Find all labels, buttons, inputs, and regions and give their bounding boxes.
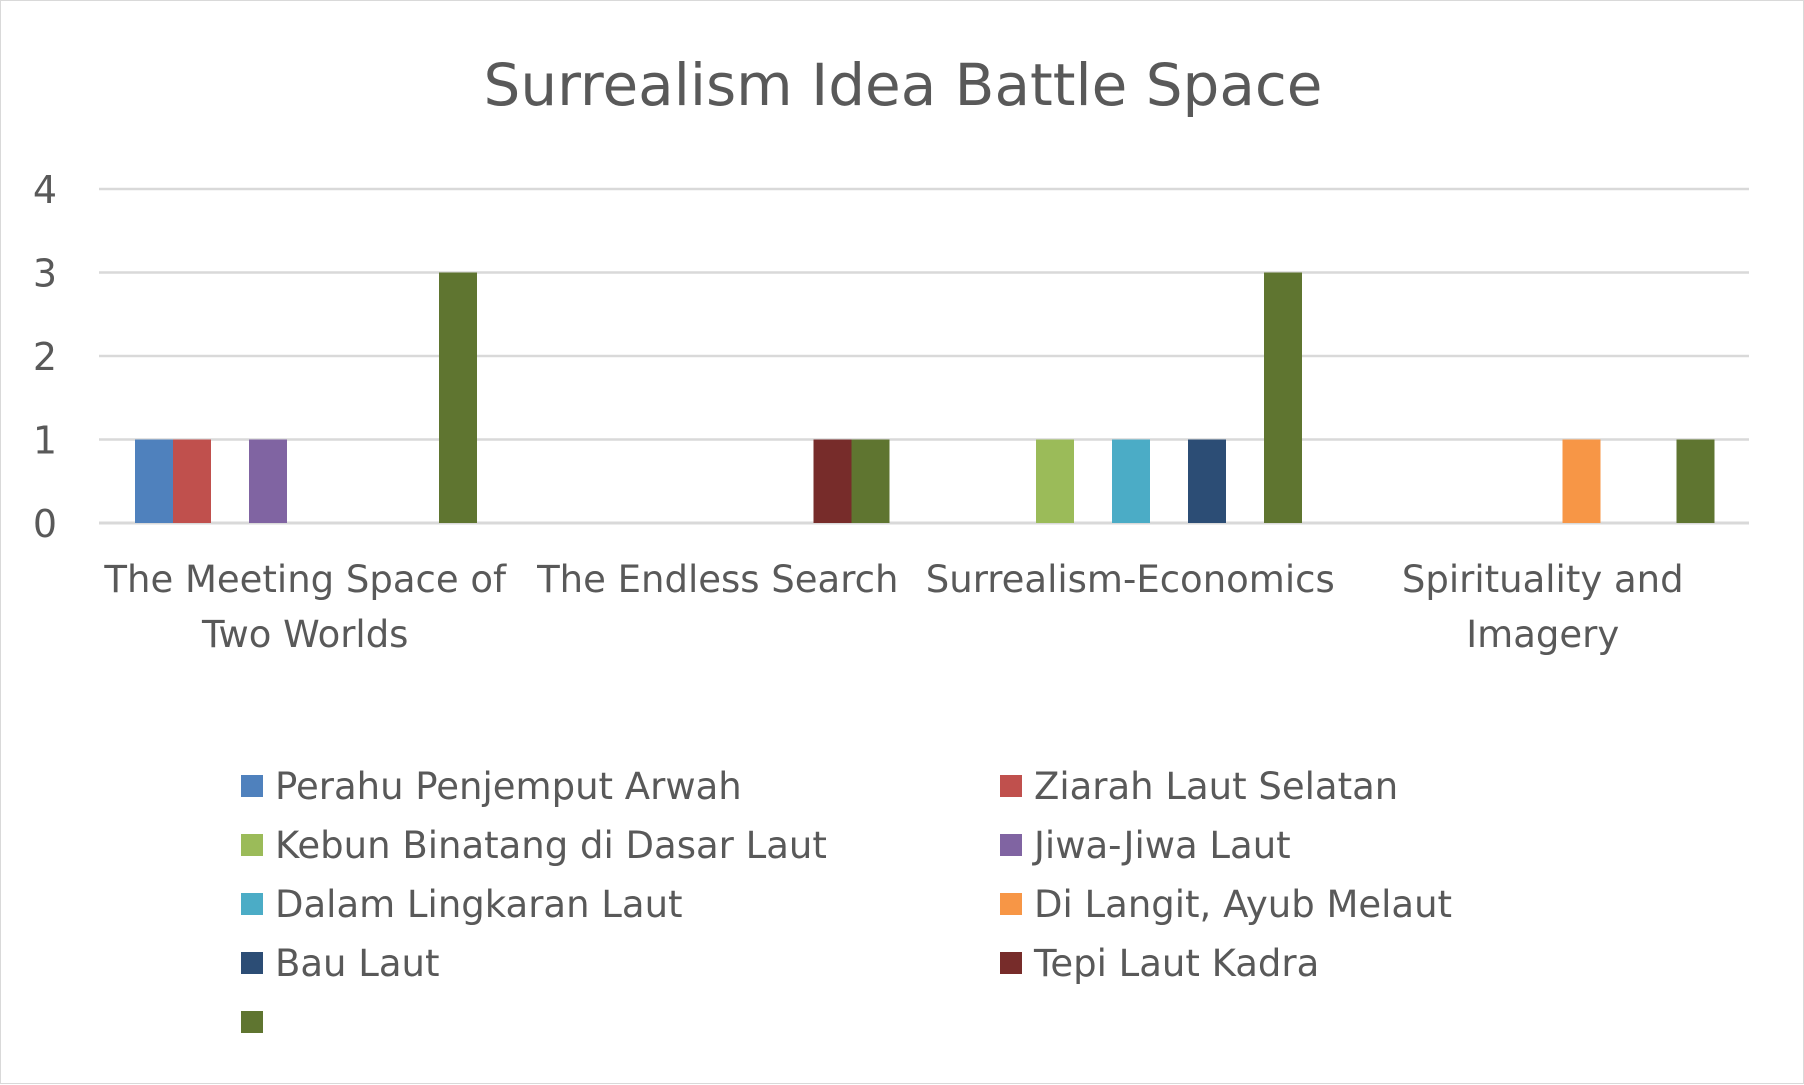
legend-swatch bbox=[241, 1011, 263, 1033]
legend-label: Ziarah Laut Selatan bbox=[1034, 765, 1398, 808]
x-tick-label: Two Worlds bbox=[201, 613, 408, 656]
bar bbox=[1264, 272, 1302, 523]
legend-label: Di Langit, Ayub Melaut bbox=[1034, 883, 1452, 926]
legend-label: Kebun Binatang di Dasar Laut bbox=[275, 824, 827, 867]
legend-item: Tepi Laut Kadra bbox=[1000, 942, 1319, 985]
legend-item: Jiwa-Jiwa Laut bbox=[1000, 824, 1291, 867]
legend-label: Jiwa-Jiwa Laut bbox=[1032, 824, 1291, 867]
x-tick-label: Surrealism-Economics bbox=[926, 558, 1335, 601]
legend-item: Perahu Penjemput Arwah bbox=[241, 765, 742, 808]
y-tick-label: 0 bbox=[33, 502, 57, 546]
legend-swatch bbox=[1000, 775, 1022, 797]
legend-swatch bbox=[241, 893, 263, 915]
y-tick-label: 1 bbox=[33, 419, 57, 463]
legend-swatch bbox=[1000, 952, 1022, 974]
x-tick-label: The Meeting Space of bbox=[103, 558, 507, 601]
bars bbox=[135, 272, 1715, 523]
bar bbox=[173, 439, 211, 523]
legend-item bbox=[241, 1011, 263, 1033]
y-tick-label: 3 bbox=[33, 252, 57, 296]
legend-swatch bbox=[241, 775, 263, 797]
x-tick-label: The Endless Search bbox=[536, 558, 898, 601]
bar bbox=[1562, 439, 1601, 523]
bar bbox=[135, 439, 173, 523]
x-axis: The Meeting Space of Two Worlds The Endles… bbox=[103, 558, 1683, 656]
bar bbox=[851, 439, 890, 523]
bar bbox=[249, 439, 287, 523]
bar bbox=[813, 439, 852, 523]
bar bbox=[1188, 439, 1226, 523]
chart-title: Surrealism Idea Battle Space bbox=[484, 51, 1323, 119]
bar bbox=[439, 272, 477, 523]
legend-swatch bbox=[1000, 893, 1022, 915]
legend-item: Bau Laut bbox=[241, 942, 440, 985]
legend-item: Di Langit, Ayub Melaut bbox=[1000, 883, 1452, 926]
legend-item: Kebun Binatang di Dasar Laut bbox=[241, 824, 827, 867]
legend-item: Ziarah Laut Selatan bbox=[1000, 765, 1398, 808]
legend-item: Dalam Lingkaran Laut bbox=[241, 883, 683, 926]
y-tick-label: 2 bbox=[33, 335, 57, 379]
gridlines bbox=[99, 187, 1749, 525]
bar bbox=[1676, 439, 1715, 523]
x-tick-label: Imagery bbox=[1466, 613, 1619, 656]
y-tick-label: 4 bbox=[33, 168, 57, 212]
bar bbox=[1112, 439, 1150, 523]
x-tick-label: Spirituality and bbox=[1402, 558, 1684, 601]
y-axis: 0 1 2 3 4 bbox=[33, 168, 57, 546]
legend-swatch bbox=[241, 834, 263, 856]
legend-label: Tepi Laut Kadra bbox=[1033, 942, 1319, 985]
legend-label: Dalam Lingkaran Laut bbox=[275, 883, 683, 926]
legend: Perahu Penjemput Arwah Ziarah Laut Selata… bbox=[241, 765, 1452, 1033]
legend-label: Bau Laut bbox=[275, 942, 440, 985]
bar bbox=[1036, 439, 1074, 523]
legend-swatch bbox=[241, 952, 263, 974]
legend-label: Perahu Penjemput Arwah bbox=[275, 765, 742, 808]
legend-swatch bbox=[1000, 834, 1022, 856]
